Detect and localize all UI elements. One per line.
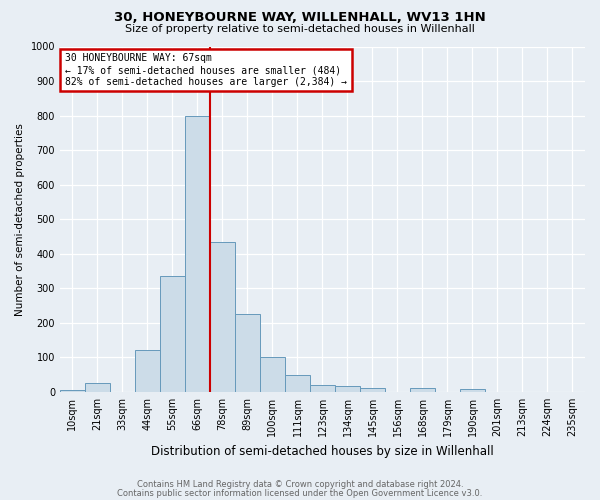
Bar (85, 384, 110, 392)
Bar (460, 389, 485, 392)
Bar (135, 350, 160, 392)
Bar (235, 314, 260, 392)
Bar (285, 374, 310, 392)
Bar (410, 388, 435, 392)
Bar (210, 242, 235, 392)
Text: Contains HM Land Registry data © Crown copyright and database right 2024.: Contains HM Land Registry data © Crown c… (137, 480, 463, 489)
Bar (335, 386, 360, 392)
Text: 30 HONEYBOURNE WAY: 67sqm
← 17% of semi-detached houses are smaller (484)
82% of: 30 HONEYBOURNE WAY: 67sqm ← 17% of semi-… (65, 54, 347, 86)
Bar (260, 358, 285, 392)
Text: Contains public sector information licensed under the Open Government Licence v3: Contains public sector information licen… (118, 488, 482, 498)
X-axis label: Distribution of semi-detached houses by size in Willenhall: Distribution of semi-detached houses by … (151, 444, 494, 458)
Bar (60, 390, 85, 392)
Text: Size of property relative to semi-detached houses in Willenhall: Size of property relative to semi-detach… (125, 24, 475, 34)
Bar (360, 388, 385, 392)
Y-axis label: Number of semi-detached properties: Number of semi-detached properties (15, 123, 25, 316)
Bar (185, 116, 210, 392)
Text: 30, HONEYBOURNE WAY, WILLENHALL, WV13 1HN: 30, HONEYBOURNE WAY, WILLENHALL, WV13 1H… (114, 11, 486, 24)
Bar (160, 276, 185, 392)
Bar (310, 385, 335, 392)
